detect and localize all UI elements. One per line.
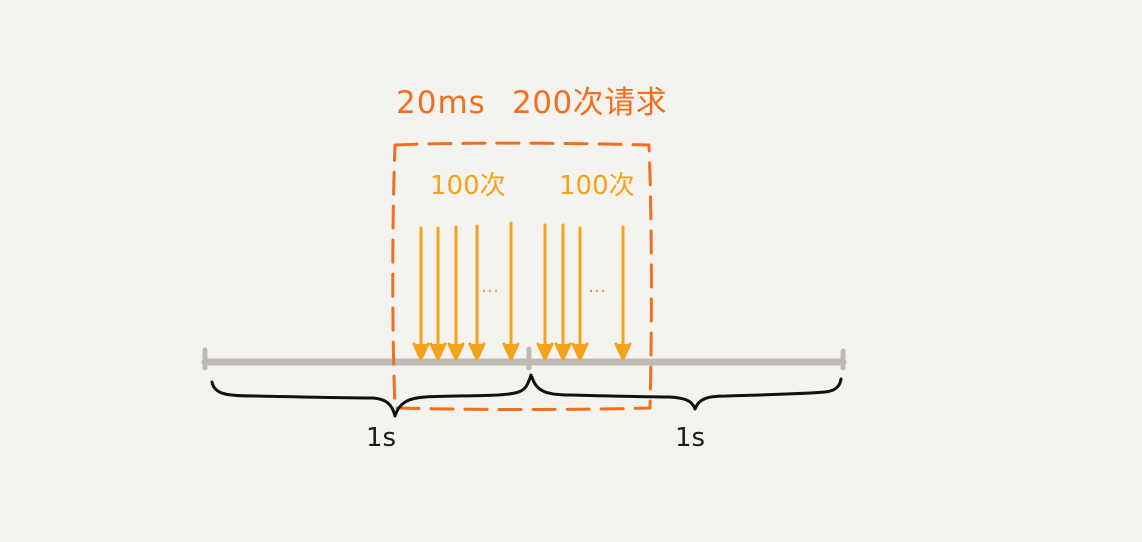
window-duration-label: 20ms bbox=[396, 85, 486, 121]
left-group-count-label: 100次 bbox=[430, 171, 506, 201]
down-arrow-icon bbox=[554, 223, 572, 361]
down-arrow-icon bbox=[571, 226, 589, 361]
right-second-brace bbox=[530, 375, 843, 411]
down-arrow-icon bbox=[468, 224, 486, 361]
down-arrow-icon bbox=[412, 226, 430, 361]
down-arrow-icon bbox=[614, 225, 632, 361]
window-request-count-label: 200次请求 bbox=[512, 85, 668, 121]
left-ellipsis: … bbox=[481, 276, 500, 297]
left-second-label: 1s bbox=[366, 423, 397, 453]
left-request-arrows bbox=[412, 221, 520, 361]
right-second-label: 1s bbox=[675, 423, 706, 453]
down-arrow-icon bbox=[502, 221, 520, 361]
right-ellipsis: … bbox=[588, 276, 607, 297]
right-group-count-label: 100次 bbox=[559, 171, 635, 201]
timeline bbox=[201, 346, 847, 371]
request-window-dashed-box bbox=[391, 141, 653, 411]
down-arrow-icon bbox=[429, 226, 447, 361]
down-arrow-icon bbox=[536, 223, 554, 361]
right-request-arrows bbox=[536, 223, 632, 361]
left-second-brace bbox=[210, 373, 533, 418]
down-arrow-icon bbox=[447, 225, 465, 361]
